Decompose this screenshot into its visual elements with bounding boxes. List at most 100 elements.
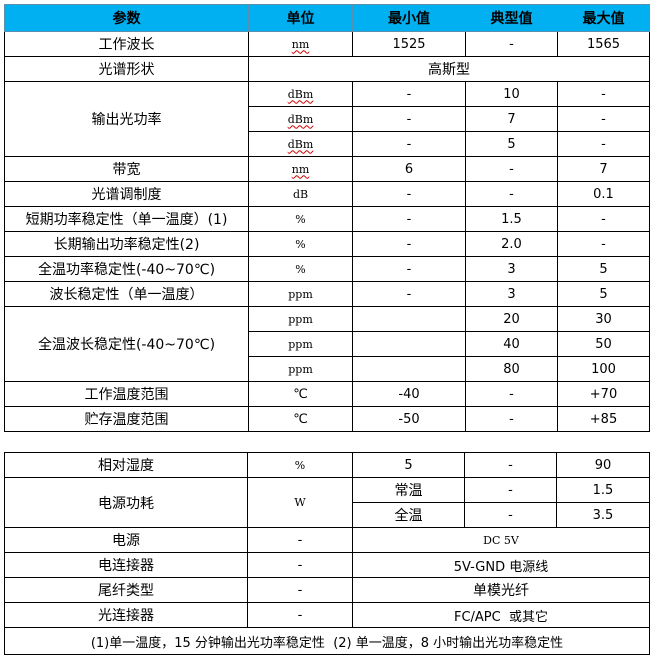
table-row: dBm - 7 - <box>5 106 650 132</box>
header-param: 参数 <box>4 4 249 32</box>
min-cell: - <box>352 106 466 132</box>
unit-text: dBm <box>287 87 314 101</box>
table-row: 波长稳定性（单一温度） ppm - 3 5 <box>4 281 650 307</box>
table-row: 电源 - DC 5V <box>4 527 650 553</box>
param-cell: 长期输出功率稳定性(2) <box>4 231 249 257</box>
param-cell: 波长稳定性（单一温度） <box>4 281 249 307</box>
max-cell: 7 <box>557 156 650 182</box>
typ-cell: 10 <box>465 81 558 107</box>
unit-cell: dBm <box>248 81 353 107</box>
max-cell: - <box>557 106 650 132</box>
min-cell: 1525 <box>352 31 466 57</box>
param-cell: 贮存温度范围 <box>4 406 249 432</box>
typ-cell: - <box>464 477 557 503</box>
max-cell: 30 <box>557 306 650 332</box>
max-cell: 3.5 <box>556 502 650 528</box>
param-cell: 输出光功率 <box>4 81 249 157</box>
typ-cell: - <box>465 31 558 57</box>
table-row: ppm 80 100 <box>5 356 650 382</box>
typ-cell: 40 <box>465 331 558 357</box>
value-cell: DC 5V <box>352 527 650 553</box>
spec-table-1: 参数 单位 最小值 典型值 最大值 工作波长 nm 1525 - 1565 光谱… <box>4 4 650 432</box>
max-cell: 0.1 <box>557 181 650 207</box>
min-cell: 6 <box>352 156 466 182</box>
min-cell <box>352 306 466 332</box>
param-cell: 电源功耗 <box>4 477 248 528</box>
spec-table-2: 相对湿度 % 5 - 90 电源功耗 W 常温 - 1.5 全温 - 3.5 电… <box>4 452 650 655</box>
max-cell: - <box>557 131 650 157</box>
param-cell: 电源 <box>4 527 248 553</box>
typ-cell: 1.5 <box>465 206 558 232</box>
header-row: 参数 单位 最小值 典型值 最大值 <box>4 4 650 32</box>
unit-text: dBm <box>287 137 314 151</box>
max-cell: 100 <box>557 356 650 382</box>
header-typ: 典型值 <box>465 4 558 32</box>
table-row: 电连接器 - 5V-GND 电源线 <box>4 552 650 578</box>
typ-cell: 20 <box>465 306 558 332</box>
header-min: 最小值 <box>352 4 466 32</box>
param-cell: 光连接器 <box>4 602 248 628</box>
unit-cell: - <box>247 602 353 628</box>
typ-cell: - <box>464 502 557 528</box>
note-row: (1)单一温度，15 分钟输出光功率稳定性 (2) 单一温度，8 小时输出光功率… <box>4 627 650 655</box>
unit-cell: - <box>247 577 353 603</box>
table-row: 全温功率稳定性(-40~70℃) % - 3 5 <box>4 256 650 282</box>
table-row: 工作波长 nm 1525 - 1565 <box>4 31 650 57</box>
table-row: 短期功率稳定性（单一温度）(1) % - 1.5 - <box>4 206 650 232</box>
max-cell: - <box>557 206 650 232</box>
param-cell: 光谱形状 <box>4 56 249 82</box>
unit-cell: ppm <box>248 281 353 307</box>
param-cell: 短期功率稳定性（单一温度）(1) <box>4 206 249 232</box>
unit-cell: nm <box>248 31 353 57</box>
param-cell: 光谱调制度 <box>4 181 249 207</box>
value-cell: 高斯型 <box>248 56 650 82</box>
param-cell: 全温功率稳定性(-40~70℃) <box>4 256 249 282</box>
value-cell: FC/APC 或其它 <box>352 602 650 628</box>
min-cell: -50 <box>352 406 466 432</box>
unit-cell: dBm <box>248 131 353 157</box>
min-cell: - <box>352 131 466 157</box>
value-cell: 单模光纤 <box>352 577 650 603</box>
unit-cell: ppm <box>248 356 353 382</box>
max-cell: 90 <box>556 452 650 478</box>
typ-cell: - <box>465 181 558 207</box>
param-cell: 全温波长稳定性(-40~70℃) <box>4 306 249 382</box>
max-cell: 5 <box>557 281 650 307</box>
header-unit: 单位 <box>248 4 353 32</box>
typ-cell: 3 <box>465 281 558 307</box>
table-row: 长期输出功率稳定性(2) % - 2.0 - <box>4 231 650 257</box>
unit-cell: nm <box>248 156 353 182</box>
typ-cell: 3 <box>465 256 558 282</box>
unit-cell: % <box>248 231 353 257</box>
min-cell: -40 <box>352 381 466 407</box>
table-row: 贮存温度范围 ℃ -50 - +85 <box>4 406 650 432</box>
min-cell: - <box>352 231 466 257</box>
min-cell: - <box>352 181 466 207</box>
header-max: 最大值 <box>557 4 650 32</box>
max-cell: +85 <box>557 406 650 432</box>
typ-cell: - <box>465 406 558 432</box>
table-row: 相对湿度 % 5 - 90 <box>4 452 650 478</box>
unit-cell: ℃ <box>248 406 353 432</box>
unit-cell: - <box>247 527 353 553</box>
table-row: 电源功耗 W 常温 - 1.5 <box>4 477 650 528</box>
table-row: dBm - 5 - <box>5 131 650 157</box>
typ-cell: 5 <box>465 131 558 157</box>
max-cell: +70 <box>557 381 650 407</box>
unit-text: nm <box>291 37 310 51</box>
table-row: 尾纤类型 - 单模光纤 <box>4 577 650 603</box>
unit-cell: ppm <box>248 306 353 332</box>
param-cell: 相对湿度 <box>4 452 248 478</box>
param-cell: 工作温度范围 <box>4 381 249 407</box>
min-cell: - <box>352 256 466 282</box>
typ-cell: - <box>464 452 557 478</box>
typ-cell: 7 <box>465 106 558 132</box>
table-row: 全温波长稳定性(-40~70℃) ppm 20 30 <box>4 306 650 382</box>
unit-cell: dBm <box>248 106 353 132</box>
min-cell <box>352 356 466 382</box>
typ-cell: 2.0 <box>465 231 558 257</box>
value-cell: 5V-GND 电源线 <box>352 552 650 578</box>
table-row: 带宽 nm 6 - 7 <box>4 156 650 182</box>
max-cell: 5 <box>557 256 650 282</box>
param-cell: 带宽 <box>4 156 249 182</box>
